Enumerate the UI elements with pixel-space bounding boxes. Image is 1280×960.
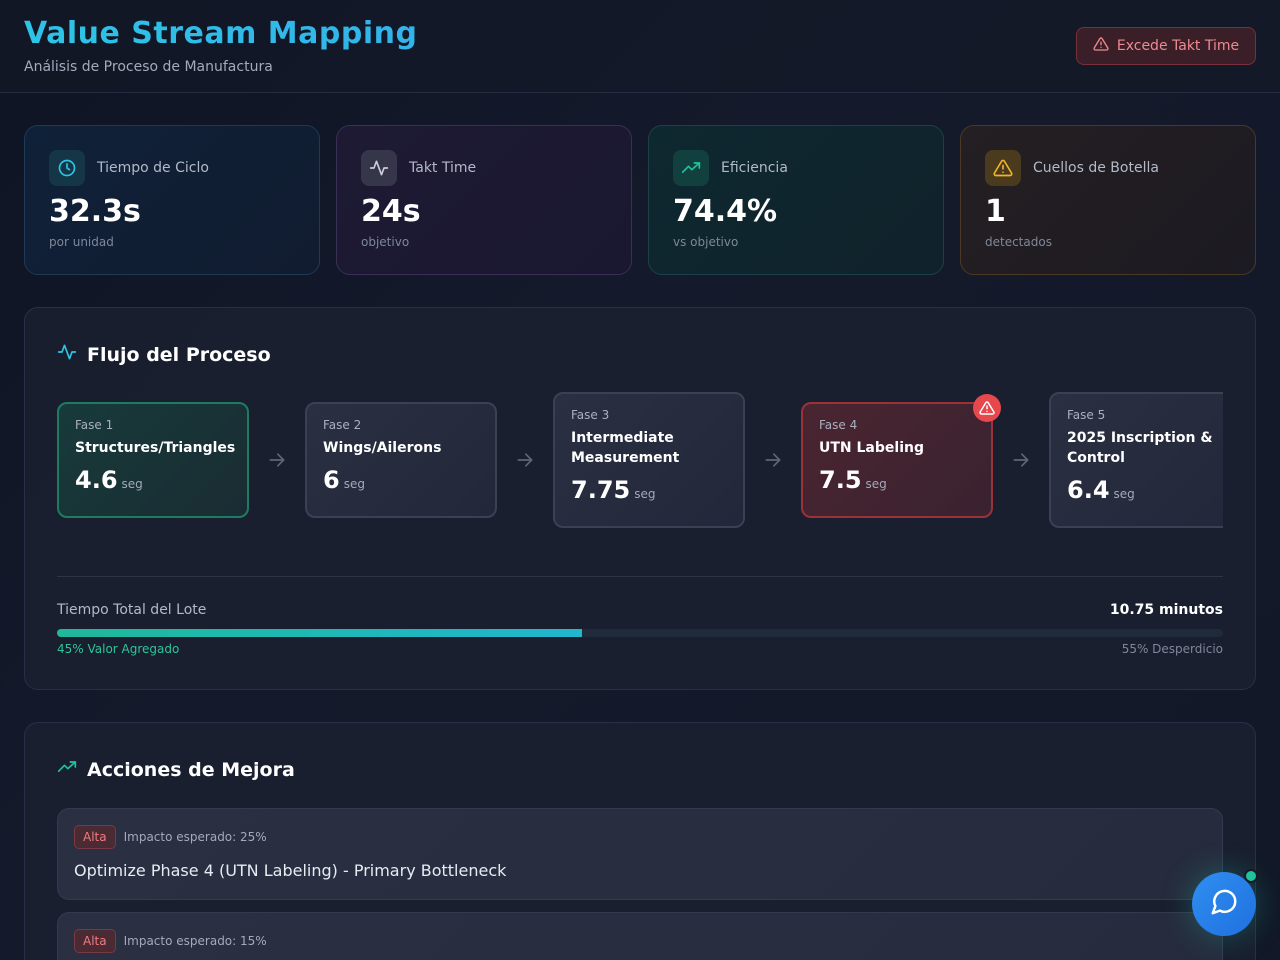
improvement-actions-title: Acciones de Mejora xyxy=(57,757,295,782)
page-subtitle: Análisis de Proceso de Manufactura xyxy=(24,59,273,75)
priority-badge: Alta xyxy=(74,825,116,849)
clock-icon xyxy=(49,150,85,186)
phase-time-unit: seg xyxy=(865,477,887,491)
phase-time-unit: seg xyxy=(1113,487,1135,501)
phase-card-1[interactable]: Fase 1 Structures/Triangles 4.6 seg xyxy=(57,402,249,518)
process-flow-title-text: Flujo del Proceso xyxy=(87,343,271,366)
improvement-actions-title-text: Acciones de Mejora xyxy=(87,758,295,781)
action-item[interactable]: Alta Impacto esperado: 15% xyxy=(57,912,1223,960)
arrow-right-icon xyxy=(1011,450,1031,470)
improvement-actions-panel: Acciones de Mejora Alta Impacto esperado… xyxy=(24,722,1256,960)
stat-value: 74.4% xyxy=(673,194,778,229)
phase-card-4[interactable]: Fase 4 UTN Labeling 7.5 seg xyxy=(801,402,993,518)
stat-label: Takt Time xyxy=(409,160,477,176)
phase-time-value: 7.5 xyxy=(819,466,862,494)
total-time-label: Tiempo Total del Lote xyxy=(57,602,207,618)
phase-number: Fase 5 xyxy=(1067,408,1106,422)
phase-card-5[interactable]: Fase 5 2025 Inscription & Control 6.4 seg xyxy=(1049,392,1223,528)
phase-card-3[interactable]: Fase 3 Intermediate Measurement 7.75 seg xyxy=(553,392,745,528)
phase-name: Intermediate Measurement xyxy=(571,430,680,466)
phase-name: Wings/Ailerons xyxy=(323,440,442,456)
warning-icon xyxy=(1093,36,1109,56)
stat-label: Eficiencia xyxy=(721,160,788,176)
stat-label: Cuellos de Botella xyxy=(1033,160,1159,176)
stat-note: detectados xyxy=(985,235,1052,249)
expected-impact: Impacto esperado: 25% xyxy=(123,830,267,844)
phase-time-unit: seg xyxy=(121,477,143,491)
takt-alert-label: Excede Takt Time xyxy=(1116,38,1240,54)
process-flow-title: Flujo del Proceso xyxy=(57,342,271,367)
stat-note: objetivo xyxy=(361,235,410,249)
warning-icon xyxy=(985,150,1021,186)
waste-label: 55% Desperdicio xyxy=(1121,642,1223,656)
stat-card-cycle-time: Tiempo de Ciclo 32.3s por unidad xyxy=(24,125,320,275)
stat-value: 24s xyxy=(361,194,421,229)
arrow-right-icon xyxy=(267,450,287,470)
online-status-dot xyxy=(1244,869,1258,883)
chat-bubble-icon xyxy=(1209,887,1239,921)
stat-card-efficiency: Eficiencia 74.4% vs objetivo xyxy=(648,125,944,275)
page-title: Value Stream Mapping xyxy=(24,16,1256,51)
phase-time-value: 7.75 xyxy=(571,476,631,504)
priority-badge: Alta xyxy=(74,929,116,953)
arrow-right-icon xyxy=(763,450,783,470)
phase-name: Structures/Triangles xyxy=(75,440,236,456)
header: Value Stream Mapping Análisis de Proceso… xyxy=(0,0,1280,93)
phase-number: Fase 1 xyxy=(75,418,114,432)
stats-row: Tiempo de Ciclo 32.3s por unidad Takt Ti… xyxy=(24,125,1256,275)
phase-number: Fase 4 xyxy=(819,418,858,432)
value-added-label: 45% Valor Agregado xyxy=(57,642,180,656)
stat-value: 32.3s xyxy=(49,194,141,229)
phase-name: 2025 Inscription & Control xyxy=(1067,430,1213,466)
stat-note: vs objetivo xyxy=(673,235,739,249)
expected-impact: Impacto esperado: 15% xyxy=(123,934,267,948)
phase-time-value: 4.6 xyxy=(75,466,118,494)
phase-number: Fase 3 xyxy=(571,408,610,422)
phase-time-unit: seg xyxy=(634,487,656,501)
activity-icon xyxy=(57,342,77,367)
divider xyxy=(57,576,1223,577)
trending-up-icon xyxy=(673,150,709,186)
stat-card-takt-time: Takt Time 24s objetivo xyxy=(336,125,632,275)
phase-time-value: 6.4 xyxy=(1067,476,1110,504)
stat-card-bottlenecks: Cuellos de Botella 1 detectados xyxy=(960,125,1256,275)
phase-time-value: 6 xyxy=(323,466,340,494)
phase-track: Fase 1 Structures/Triangles 4.6 seg Fase … xyxy=(57,392,1223,532)
phase-card-2[interactable]: Fase 2 Wings/Ailerons 6 seg xyxy=(305,402,497,518)
phase-name: UTN Labeling xyxy=(819,440,924,456)
value-added-progress-fill xyxy=(57,629,582,637)
arrow-right-icon xyxy=(515,450,535,470)
takt-alert-button[interactable]: Excede Takt Time xyxy=(1076,27,1256,65)
phase-time-unit: seg xyxy=(343,477,365,491)
action-item[interactable]: Alta Impacto esperado: 25% Optimize Phas… xyxy=(57,808,1223,900)
bottleneck-warning-icon xyxy=(973,394,1001,422)
value-added-progress-bar xyxy=(57,629,1223,637)
total-time-value: 10.75 minutos xyxy=(1109,602,1223,618)
phase-number: Fase 2 xyxy=(323,418,362,432)
process-flow-panel: Flujo del Proceso Fase 1 Structures/Tria… xyxy=(24,307,1256,690)
stat-note: por unidad xyxy=(49,235,114,249)
trending-up-icon xyxy=(57,757,77,782)
stat-value: 1 xyxy=(985,194,1006,229)
chat-button[interactable] xyxy=(1192,872,1256,936)
stat-label: Tiempo de Ciclo xyxy=(97,160,209,176)
action-title: Optimize Phase 4 (UTN Labeling) - Primar… xyxy=(74,861,507,880)
activity-icon xyxy=(361,150,397,186)
